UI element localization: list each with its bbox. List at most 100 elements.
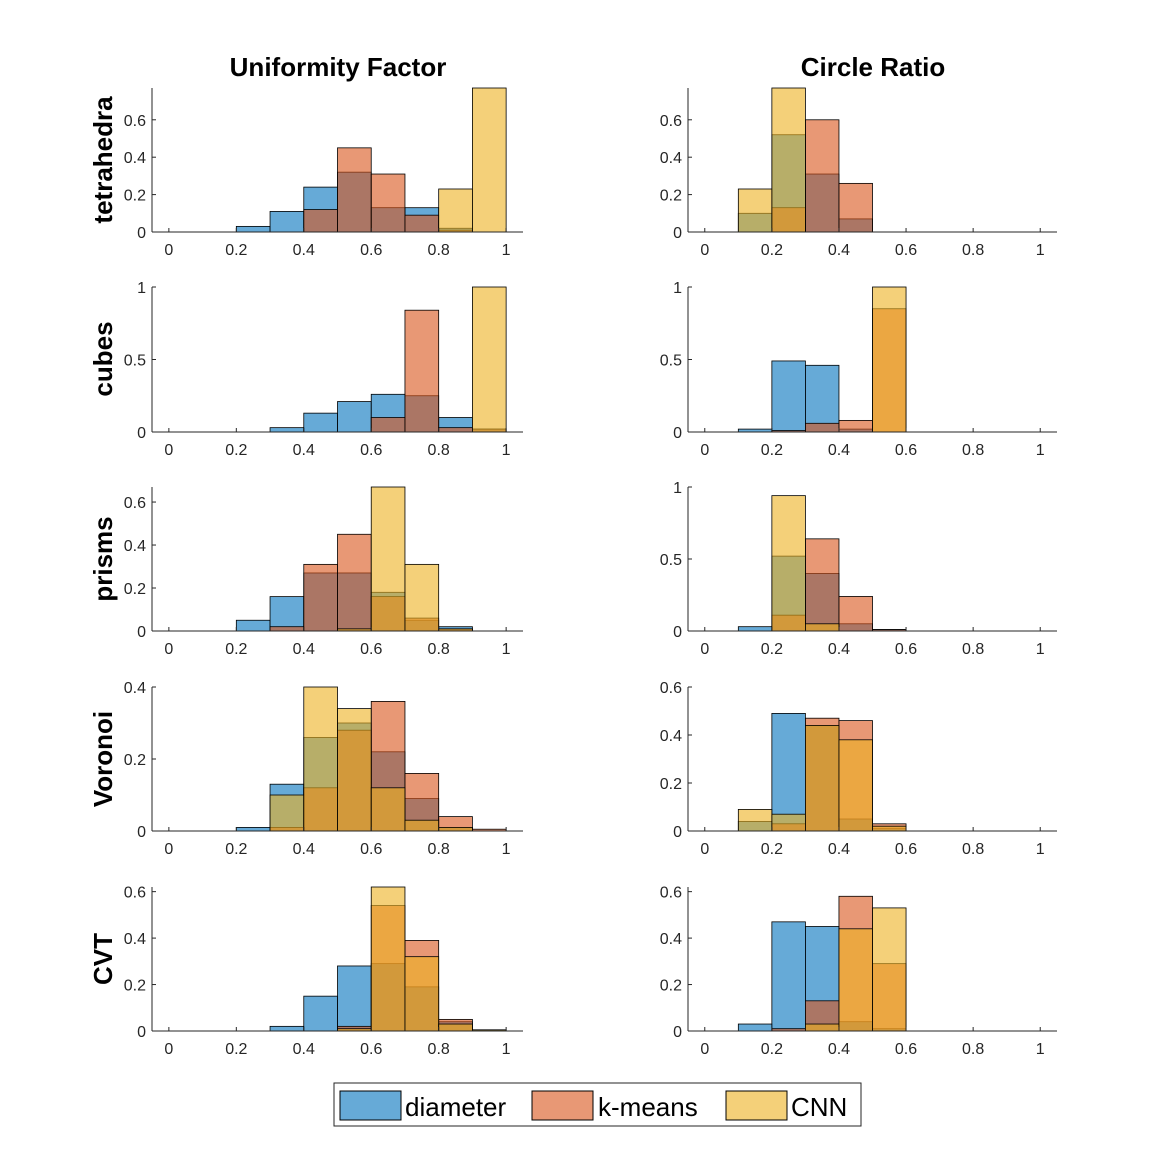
bar-k-means (805, 119, 840, 233)
y-tick-label: 0.4 (660, 931, 682, 948)
bar-cnn (805, 725, 840, 832)
bar-k-means (404, 214, 440, 233)
legend-label-diameter: diameter (405, 1092, 506, 1122)
bar-diameter (269, 211, 305, 233)
x-tick-label: 1 (1036, 641, 1045, 658)
panel-voronoi-uniformity-factor: 0 0.2 0.4 0.6 0.8 1 0 0.2 0.4 (124, 680, 523, 858)
y-tick-label: 0.5 (660, 552, 682, 569)
legend: diameter k-means CNN (333, 1082, 862, 1127)
x-tick-label: 0 (700, 641, 709, 658)
x-tick-label: 0.8 (962, 1041, 984, 1058)
x-tick-label: 0.2 (761, 841, 783, 858)
x-tick-label: 0.2 (761, 442, 783, 459)
y-tick-label: 0 (137, 824, 146, 841)
bar-cnn (269, 794, 305, 832)
bar-diameter (337, 401, 372, 433)
x-tick-label: 0 (164, 641, 173, 658)
x-tick-label: 0.6 (360, 1041, 382, 1058)
bar-diameter (303, 412, 338, 433)
x-tick-label: 1 (1036, 242, 1045, 259)
legend-swatch-kmeans (531, 1090, 594, 1121)
y-tick-label: 0.5 (124, 353, 146, 370)
bar-cnn (771, 495, 806, 632)
x-tick-label: 0 (164, 442, 173, 459)
column-title-circle-ratio: Circle Ratio (801, 52, 946, 82)
row-label-tetrahedra: tetrahedra (88, 96, 118, 224)
bar-diameter (771, 713, 806, 832)
bar-cnn (472, 87, 507, 233)
bar-cnn (771, 813, 806, 832)
bar-k-means (370, 417, 406, 433)
y-tick-label: 0.6 (660, 113, 682, 130)
x-tick-label: 1 (1036, 1041, 1045, 1058)
panel-prisms-uniformity-factor: 0 0.2 0.4 0.6 0.8 1 0 0.2 0.4 0.6 (124, 486, 523, 658)
row-label-voronoi: Voronoi (88, 711, 118, 807)
bar-cnn (438, 827, 473, 832)
x-tick-label: 0.6 (895, 242, 917, 259)
y-tick-label: 0 (673, 1024, 682, 1041)
y-tick-label: 0.6 (124, 885, 146, 902)
bar-k-means (337, 147, 372, 233)
y-tick-label: 0.2 (124, 581, 146, 598)
legend-swatch-diameter (339, 1090, 402, 1121)
panel-cubes-uniformity-factor: 0 0.2 0.4 0.6 0.8 1 0 0.5 1 (124, 280, 523, 459)
y-tick-label: 0.2 (124, 188, 146, 205)
x-tick-label: 0.2 (761, 1041, 783, 1058)
x-tick-label: 0 (700, 242, 709, 259)
bar-cnn (838, 928, 873, 1032)
bar-cnn (838, 739, 873, 832)
y-tick-label: 0.2 (124, 752, 146, 769)
x-tick-label: 0.8 (428, 242, 450, 259)
bar-cnn (303, 686, 338, 832)
bar-cnn (872, 907, 907, 1032)
x-tick-label: 0.8 (428, 641, 450, 658)
x-tick-label: 0.8 (962, 841, 984, 858)
x-tick-label: 1 (502, 442, 511, 459)
x-tick-label: 0.2 (225, 641, 247, 658)
y-tick-label: 0 (137, 425, 146, 442)
x-tick-label: 0.4 (293, 242, 315, 259)
x-tick-label: 0.2 (225, 442, 247, 459)
x-tick-label: 0.4 (293, 841, 315, 858)
y-tick-label: 0.6 (124, 495, 146, 512)
x-tick-label: 0.8 (962, 242, 984, 259)
bar-diameter (337, 965, 372, 1032)
bar-k-means (838, 182, 873, 233)
x-tick-label: 0 (700, 442, 709, 459)
x-tick-label: 0.6 (360, 641, 382, 658)
panel-cubes-circle-ratio: 0 0.2 0.4 0.6 0.8 1 0 0.5 1 (660, 280, 1057, 459)
x-tick-label: 1 (502, 242, 511, 259)
y-tick-label: 0.2 (660, 188, 682, 205)
panel-voronoi-circle-ratio: 0 0.2 0.4 0.6 0.8 1 0 0.2 0.4 0.6 (660, 680, 1057, 858)
bar-cnn (737, 188, 773, 233)
y-tick-label: 0.2 (660, 776, 682, 793)
bar-diameter (235, 619, 271, 632)
x-tick-label: 0.2 (225, 1041, 247, 1058)
x-tick-label: 0.2 (761, 641, 783, 658)
x-tick-label: 0.6 (360, 841, 382, 858)
x-tick-label: 0.6 (895, 841, 917, 858)
x-tick-label: 0.2 (225, 841, 247, 858)
y-tick-label: 0.4 (124, 931, 146, 948)
bar-k-means (303, 209, 338, 233)
panel-tetrahedra-uniformity-factor: 0 0.2 0.4 0.6 0.8 1 0 0.2 0.4 0.6 (124, 87, 523, 259)
bar-k-means (370, 173, 406, 233)
bar-diameter (737, 626, 773, 632)
row-label-cubes: cubes (88, 321, 118, 396)
x-tick-label: 0.6 (895, 442, 917, 459)
x-tick-label: 0.4 (293, 1041, 315, 1058)
x-tick-label: 0.4 (828, 641, 850, 658)
column-title-uniformity: Uniformity Factor (230, 52, 447, 82)
y-tick-label: 1 (137, 280, 146, 297)
x-tick-label: 0 (164, 242, 173, 259)
legend-swatch-cnn (725, 1090, 788, 1121)
panel-prisms-circle-ratio: 0 0.2 0.4 0.6 0.8 1 0 0.5 1 (660, 480, 1057, 658)
bar-diameter (805, 364, 840, 433)
bar-k-means (303, 563, 338, 632)
bar-cnn (370, 486, 406, 632)
y-tick-label: 0 (673, 624, 682, 641)
legend-label-cnn: CNN (791, 1092, 847, 1122)
x-tick-label: 0 (700, 841, 709, 858)
bar-diameter (269, 596, 305, 632)
